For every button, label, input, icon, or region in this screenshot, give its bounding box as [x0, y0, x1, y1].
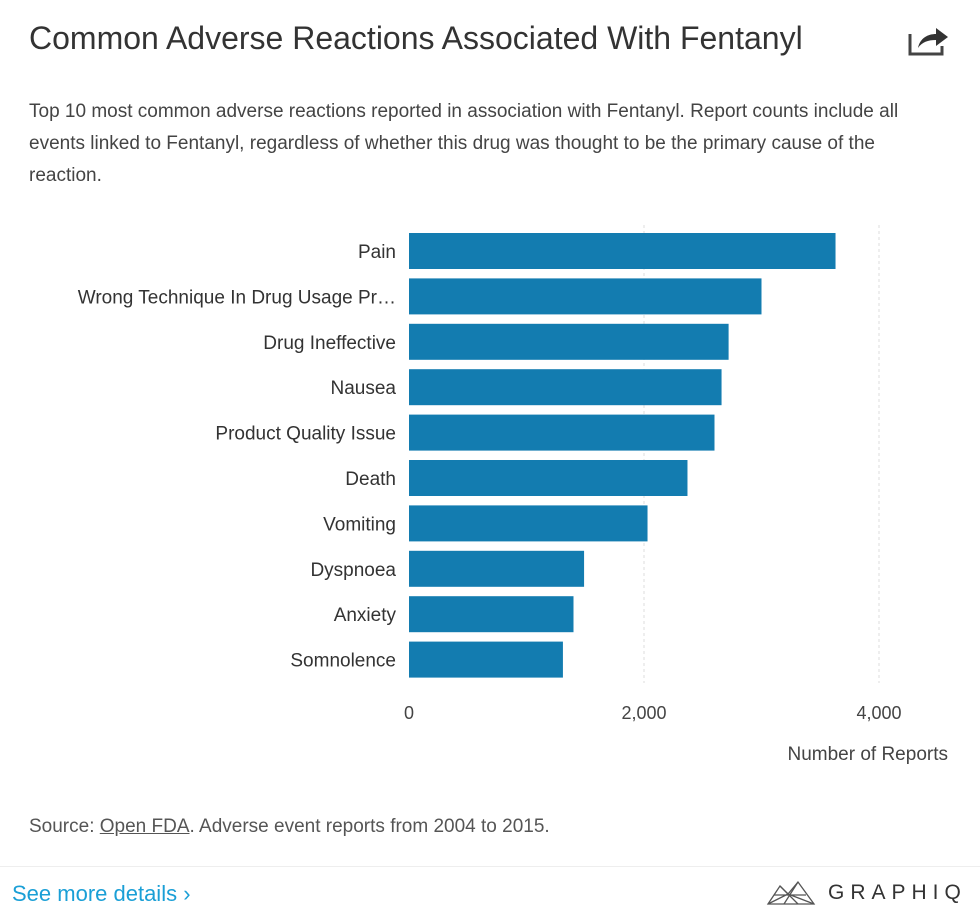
category-label: Vomiting [323, 514, 396, 535]
see-more-details-link[interactable]: See more details › [12, 881, 191, 906]
source-suffix: . Adverse event reports from 2004 to 201… [189, 816, 550, 837]
bar [409, 233, 836, 269]
graphiq-logo-icon [766, 880, 816, 905]
category-label: Anxiety [334, 605, 397, 626]
bar [409, 278, 762, 315]
chart-description: Top 10 most common adverse reactions rep… [29, 101, 899, 186]
graphiq-brand: GRAPHIQ [828, 881, 967, 904]
source-note: Source: Open FDA. Adverse event reports … [29, 816, 550, 838]
open-fda-link[interactable]: Open FDA [99, 816, 190, 837]
x-axis-label: Number of Reports [787, 744, 948, 765]
bar [409, 460, 688, 496]
category-label: Pain [358, 242, 396, 263]
bar [409, 596, 574, 633]
bar-chart: 0 2,000 4,000 Number of Reports Pain Wrong Te… [78, 225, 948, 765]
source-prefix: Source: [29, 816, 100, 837]
x-tick-label: 2,000 [621, 703, 666, 723]
chart-title: Common Adverse Reactions Associated With… [29, 20, 803, 56]
x-tick-label: 4,000 [856, 703, 901, 723]
category-label: Death [345, 469, 396, 490]
category-label: Product Quality Issue [215, 424, 396, 445]
share-icon[interactable] [906, 22, 950, 58]
category-label: Somnolence [290, 651, 396, 672]
graphiq-logo[interactable]: GRAPHIQ [766, 880, 967, 906]
footer-divider [0, 866, 980, 867]
x-tick-label: 0 [404, 703, 414, 723]
category-label: Drug Ineffective [263, 333, 396, 354]
bar [409, 323, 729, 360]
category-label: Dyspnoea [310, 560, 396, 581]
bar [409, 369, 722, 406]
bar [409, 550, 585, 587]
category-label: Nausea [331, 378, 397, 399]
bar [409, 505, 648, 542]
category-label: Wrong Technique In Drug Usage Pr… [78, 287, 396, 308]
bar [409, 641, 563, 678]
bar [409, 414, 715, 451]
